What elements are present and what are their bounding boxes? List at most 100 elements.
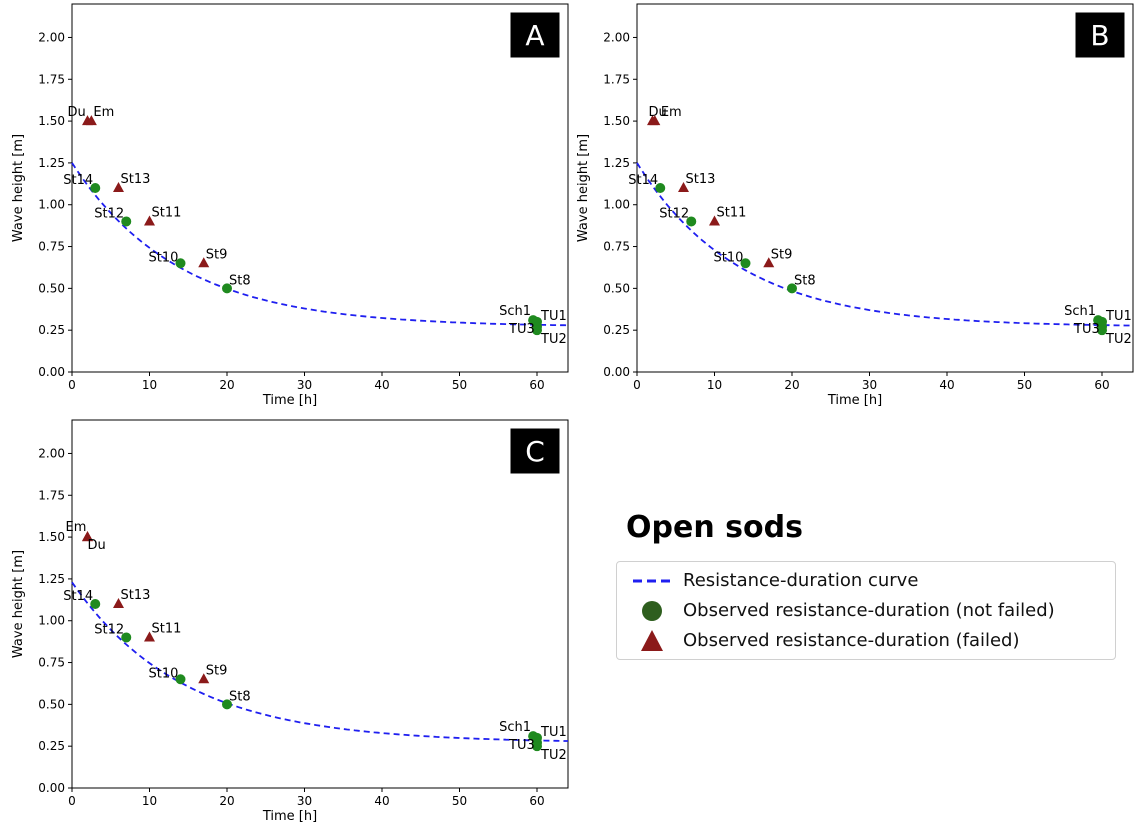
point-label: St12	[659, 206, 689, 221]
point-label: St12	[94, 206, 124, 221]
point-not-failed	[90, 599, 101, 609]
panel-label: B	[1090, 19, 1109, 52]
point-failed	[85, 115, 97, 126]
point-not-failed	[175, 674, 186, 685]
dashed-line-icon	[633, 579, 671, 583]
point-label: TU2	[540, 332, 567, 347]
point-label: Du	[649, 105, 667, 120]
x-tick-label: 30	[862, 378, 877, 392]
point-label: St9	[206, 663, 228, 678]
chart-panel-c: 0.00 0.25 0.50 0.75 1.00 1.25 1.50 1.75 2.00 0 10 2…	[11, 419, 569, 824]
y-tick-label: 1.25	[603, 156, 630, 170]
legend-label-failed: Observed resistance-duration (failed)	[683, 630, 1020, 651]
x-tick-label: 0	[633, 378, 641, 392]
point-not-failed	[686, 216, 697, 227]
figure-title: Open sods	[626, 510, 803, 545]
x-tick-label: 20	[219, 378, 234, 392]
legend-label-not-failed: Observed resistance-duration (not failed…	[683, 600, 1055, 621]
point-label: TU1	[540, 309, 567, 324]
point-not-failed	[532, 325, 542, 336]
point-not-failed	[787, 283, 797, 294]
point-label: Sch1	[1064, 304, 1096, 319]
y-tick-label: 1.00	[603, 198, 630, 212]
point-label: St8	[229, 689, 251, 704]
legend-item-curve: Resistance-duration curve	[617, 567, 1115, 595]
x-tick-label: 60	[529, 378, 544, 392]
point-label: St11	[717, 205, 747, 220]
point-not-failed	[175, 258, 186, 269]
x-tick-label: 30	[297, 794, 312, 808]
y-tick-label: 1.25	[38, 156, 65, 170]
y-tick-label: 0.00	[603, 365, 630, 379]
point-label: TU1	[540, 725, 567, 740]
y-tick-label: 0.50	[38, 281, 65, 295]
point-label: TU3	[508, 322, 535, 337]
y-tick-label: 0.25	[38, 739, 65, 753]
x-tick-label: 40	[374, 378, 389, 392]
point-label: Em	[661, 105, 682, 120]
point-label: St14	[63, 589, 93, 604]
legend: Resistance-duration curve Observed resis…	[616, 561, 1116, 660]
point-failed	[709, 215, 720, 226]
point-failed	[678, 182, 689, 192]
x-tick-label: 10	[707, 378, 722, 392]
triangle-marker-icon	[641, 630, 663, 651]
point-not-failed	[222, 283, 232, 294]
legend-item-failed: Observed resistance-duration (failed)	[617, 627, 1115, 655]
legend-item-not-failed: Observed resistance-duration (not failed…	[617, 597, 1115, 625]
y-tick-label: 1.50	[38, 530, 65, 544]
point-failed	[82, 531, 93, 542]
point-failed	[649, 115, 661, 126]
panel-badge	[1074, 11, 1126, 59]
y-tick-label: 0.25	[603, 323, 630, 337]
point-label: St13	[121, 588, 151, 603]
x-tick-label: 30	[297, 378, 312, 392]
point-not-failed	[222, 699, 232, 710]
point-label: St14	[63, 173, 93, 188]
point-label: Du	[68, 105, 86, 120]
x-tick-label: 20	[219, 794, 234, 808]
point-not-failed	[1097, 325, 1107, 336]
point-failed	[113, 182, 124, 192]
point-not-failed	[532, 741, 542, 752]
point-label: St11	[152, 205, 182, 220]
y-tick-label: 0.75	[38, 656, 65, 670]
y-tick-label: 1.50	[38, 114, 65, 128]
y-tick-label: 1.25	[38, 572, 65, 586]
point-label: St8	[794, 273, 816, 288]
x-tick-label: 0	[68, 378, 76, 392]
point-label: St11	[152, 621, 182, 636]
point-label: TU3	[1073, 322, 1100, 337]
x-tick-label: 50	[452, 794, 467, 808]
y-tick-label: 1.50	[603, 114, 630, 128]
y-tick-label: 1.00	[38, 614, 65, 628]
point-label: St10	[149, 666, 179, 681]
point-not-failed	[90, 183, 101, 193]
legend-label-curve: Resistance-duration curve	[683, 570, 919, 591]
point-failed	[144, 631, 155, 642]
y-tick-label: 0.75	[38, 240, 65, 254]
point-failed	[113, 598, 124, 608]
y-tick-label: 1.75	[38, 488, 65, 502]
x-tick-label: 10	[142, 794, 157, 808]
x-axis-label: Time [h]	[827, 393, 882, 408]
panel-label: C	[525, 435, 545, 468]
point-failed	[198, 673, 210, 684]
point-label: Sch1	[499, 304, 531, 319]
point-label: Em	[93, 105, 114, 120]
point-label: St14	[628, 173, 658, 188]
y-tick-label: 2.00	[38, 30, 65, 44]
point-label: Sch1	[499, 720, 531, 735]
chart-panel-b: 0.00 0.25 0.50 0.75 1.00 1.25 1.50 1.75 2.00 0 10 2…	[576, 3, 1134, 408]
point-not-failed	[121, 216, 132, 227]
point-label: St8	[229, 273, 251, 288]
resistance-duration-curve	[636, 162, 1134, 327]
point-label: TU1	[1105, 309, 1132, 324]
x-tick-label: 60	[529, 794, 544, 808]
point-label: St13	[686, 172, 716, 187]
point-label: St12	[94, 622, 124, 637]
x-tick-label: 50	[1017, 378, 1032, 392]
y-tick-label: 0.50	[38, 697, 65, 711]
chart-panel-a: 0.00 0.25 0.50 0.75 1.00 1.25 1.50 1.75 2.00 0 10 2…	[11, 3, 569, 408]
point-label: St9	[206, 247, 228, 262]
